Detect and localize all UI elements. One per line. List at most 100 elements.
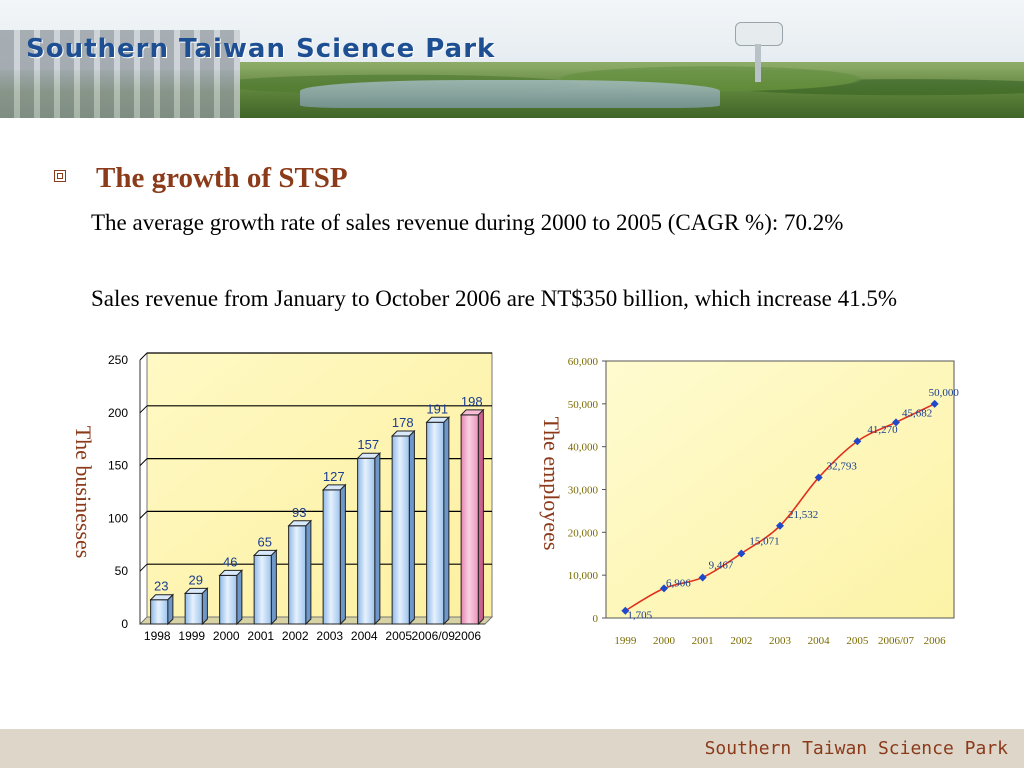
bar-data-label: 65 bbox=[258, 534, 272, 549]
line-data-label: 15,071 bbox=[749, 535, 779, 547]
bar-2005 bbox=[390, 429, 416, 626]
revenue-paragraph: Sales revenue from January to October 20… bbox=[91, 286, 898, 311]
employees-marker-2001 bbox=[698, 573, 707, 582]
footer-bar: Southern Taiwan Science Park bbox=[0, 729, 1024, 768]
employees-marker-2005 bbox=[853, 437, 862, 446]
line-x-tick-label: 2004 bbox=[808, 635, 831, 647]
line-x-tick-label: 2006 bbox=[924, 635, 947, 647]
line-data-label: 9,467 bbox=[709, 559, 734, 571]
line-data-label: 50,000 bbox=[929, 387, 960, 399]
employees-marker-2004 bbox=[814, 473, 823, 482]
bar-data-label: 191 bbox=[426, 401, 448, 416]
line-data-label: 6,906 bbox=[666, 577, 691, 589]
line-plot-area bbox=[605, 360, 955, 619]
line-y-tick-label: 20,000 bbox=[568, 527, 599, 539]
bar-gridline-side bbox=[139, 563, 148, 572]
bar-data-label: 127 bbox=[323, 469, 345, 484]
bar-side bbox=[305, 519, 312, 626]
bar-y-tick-label: 50 bbox=[115, 564, 129, 578]
bar-side bbox=[167, 593, 174, 626]
bar-face bbox=[253, 554, 272, 625]
bar-gridline-side bbox=[139, 458, 148, 466]
line-x-tick-label: 2003 bbox=[769, 635, 792, 647]
employees-marker-2006 bbox=[930, 399, 939, 408]
line-x-tick-label: 1999 bbox=[614, 635, 637, 647]
line-x-tick-label: 2001 bbox=[692, 635, 714, 647]
water-tower-icon bbox=[735, 22, 783, 82]
bar-x-tick-label: 1999 bbox=[178, 629, 205, 643]
bar-data-label: 93 bbox=[292, 505, 306, 520]
bar-side bbox=[339, 483, 346, 626]
cagr-paragraph: The average growth rate of sales revenue… bbox=[91, 210, 844, 235]
bar-side bbox=[374, 452, 381, 626]
line-y-tick-label: 0 bbox=[593, 613, 599, 625]
bar-data-label: 157 bbox=[357, 437, 379, 452]
bar-gridline-side bbox=[139, 352, 148, 361]
bar-face bbox=[391, 435, 410, 625]
section-title: The growth of STSP bbox=[96, 162, 348, 194]
line-x-tick-label: 2005 bbox=[846, 635, 869, 647]
employees-line-chart: 0 10,000 20,000 30,000 40,000 50,000 60,000 The… bbox=[539, 356, 960, 647]
bar-y-tick-label: 100 bbox=[108, 511, 128, 525]
bar-face bbox=[184, 592, 203, 625]
bar-face bbox=[460, 414, 479, 625]
bar-2001 bbox=[252, 549, 278, 626]
bar-2003 bbox=[321, 483, 347, 626]
bar-face bbox=[357, 457, 376, 625]
bar-1998 bbox=[149, 593, 175, 626]
bar-x-tick-label: 2000 bbox=[213, 629, 240, 643]
bar-2004 bbox=[356, 452, 382, 626]
banner-title: Southern Taiwan Science Park bbox=[26, 34, 496, 64]
bar-face bbox=[322, 489, 341, 625]
bar-x-tick-label: 2002 bbox=[282, 629, 309, 643]
bar-y-axis-title: The businesses bbox=[71, 426, 96, 559]
bar-data-label: 46 bbox=[223, 554, 237, 569]
businesses-bar-chart: 0 50 100 150 200 250 The businesses 23 1998 29 199… bbox=[71, 352, 494, 643]
line-y-tick-label: 30,000 bbox=[568, 485, 599, 497]
employees-marker-2000 bbox=[660, 584, 668, 593]
employees-marker-1999 bbox=[621, 606, 630, 615]
bar-face bbox=[150, 599, 169, 625]
banner-buildings bbox=[0, 30, 240, 118]
banner-pond bbox=[300, 80, 720, 108]
bullet-icon bbox=[54, 170, 66, 182]
bar-gridline-side bbox=[139, 511, 148, 519]
bar-gridline-side bbox=[139, 405, 148, 414]
bar-data-label: 23 bbox=[154, 579, 168, 594]
line-x-tick-label: 2000 bbox=[653, 635, 676, 647]
bar-x-tick-label: 2005 bbox=[385, 629, 412, 643]
line-data-label: 41,270 bbox=[867, 424, 898, 436]
bar-y-tick-label: 0 bbox=[121, 617, 128, 631]
bar-2002 bbox=[287, 519, 313, 626]
bar-x-tick-label: 2004 bbox=[351, 629, 378, 643]
employees-marker-2006/07 bbox=[892, 418, 900, 427]
header-banner: Southern Taiwan Science Park bbox=[0, 0, 1024, 118]
line-data-label: 45,682 bbox=[902, 407, 932, 419]
line-y-tick-label: 40,000 bbox=[568, 442, 599, 454]
line-data-label: 21,532 bbox=[788, 509, 818, 521]
bar-x-tick-label: 2006/09 bbox=[412, 629, 456, 643]
bar-y-tick-label: 250 bbox=[108, 353, 128, 367]
bar-side bbox=[443, 416, 450, 626]
line-x-tick-label: 2006/07 bbox=[878, 635, 915, 647]
bar-face bbox=[288, 525, 307, 625]
bar-face bbox=[426, 421, 445, 625]
line-y-tick-label: 10,000 bbox=[568, 570, 599, 582]
bar-x-tick-label: 1998 bbox=[144, 629, 171, 643]
footer-text: Southern Taiwan Science Park bbox=[704, 738, 1008, 759]
line-y-tick-label: 60,000 bbox=[568, 356, 599, 368]
bar-data-label: 29 bbox=[189, 572, 203, 587]
bar-side bbox=[477, 408, 484, 626]
bar-side bbox=[270, 549, 277, 626]
bar-x-tick-label: 2003 bbox=[316, 629, 343, 643]
bar-data-label: 178 bbox=[392, 415, 414, 430]
bar-data-label: 198 bbox=[461, 394, 483, 409]
bar-2006/09 bbox=[425, 416, 451, 626]
bar-y-tick-label: 200 bbox=[108, 406, 128, 420]
line-y-axis-title: The employees bbox=[539, 417, 564, 551]
bar-side bbox=[201, 587, 208, 626]
bar-side bbox=[408, 429, 415, 626]
employees-marker-2003 bbox=[776, 521, 784, 530]
bar-side bbox=[236, 569, 243, 626]
bar-x-tick-label: 2001 bbox=[247, 629, 274, 643]
